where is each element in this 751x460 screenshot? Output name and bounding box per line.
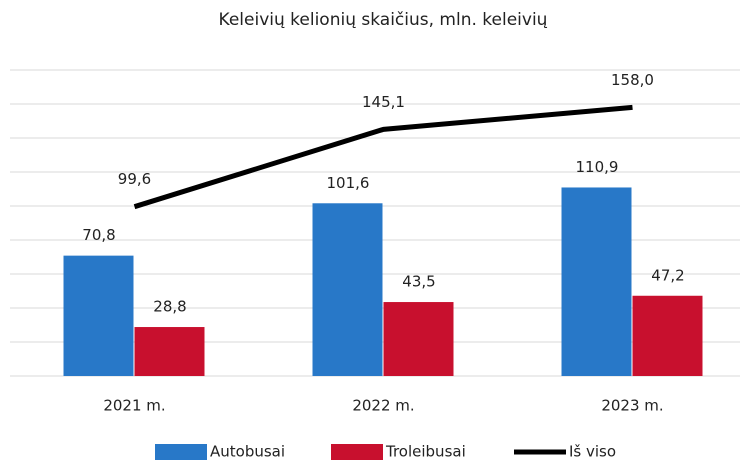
data-label: 99,6 (118, 170, 151, 188)
data-label: 43,5 (402, 273, 435, 291)
x-tick-label: 2021 m. (103, 397, 165, 415)
data-label: 158,0 (611, 71, 654, 89)
legend-label: Autobusai (210, 443, 285, 460)
legend-swatch (155, 444, 207, 460)
data-label: 110,9 (576, 158, 619, 176)
data-label: 101,6 (327, 174, 370, 192)
x-tick-label: 2023 m. (601, 397, 663, 415)
data-label: 145,1 (362, 93, 405, 111)
bar (134, 327, 205, 376)
bar (63, 255, 134, 376)
data-label: 28,8 (153, 298, 186, 316)
line (133, 104, 633, 210)
data-label: 47,2 (651, 266, 684, 284)
bar (632, 295, 703, 376)
legend-label: Iš viso (569, 443, 616, 460)
bar (312, 203, 383, 376)
x-tick-label: 2022 m. (352, 397, 414, 415)
bar (383, 302, 454, 376)
data-label: 70,8 (82, 226, 115, 244)
legend-swatch (331, 444, 383, 460)
bar (561, 187, 632, 376)
chart-title: Keleivių kelionių skaičius, mln. keleivi… (219, 10, 548, 30)
legend-label: Troleibusai (385, 443, 466, 460)
